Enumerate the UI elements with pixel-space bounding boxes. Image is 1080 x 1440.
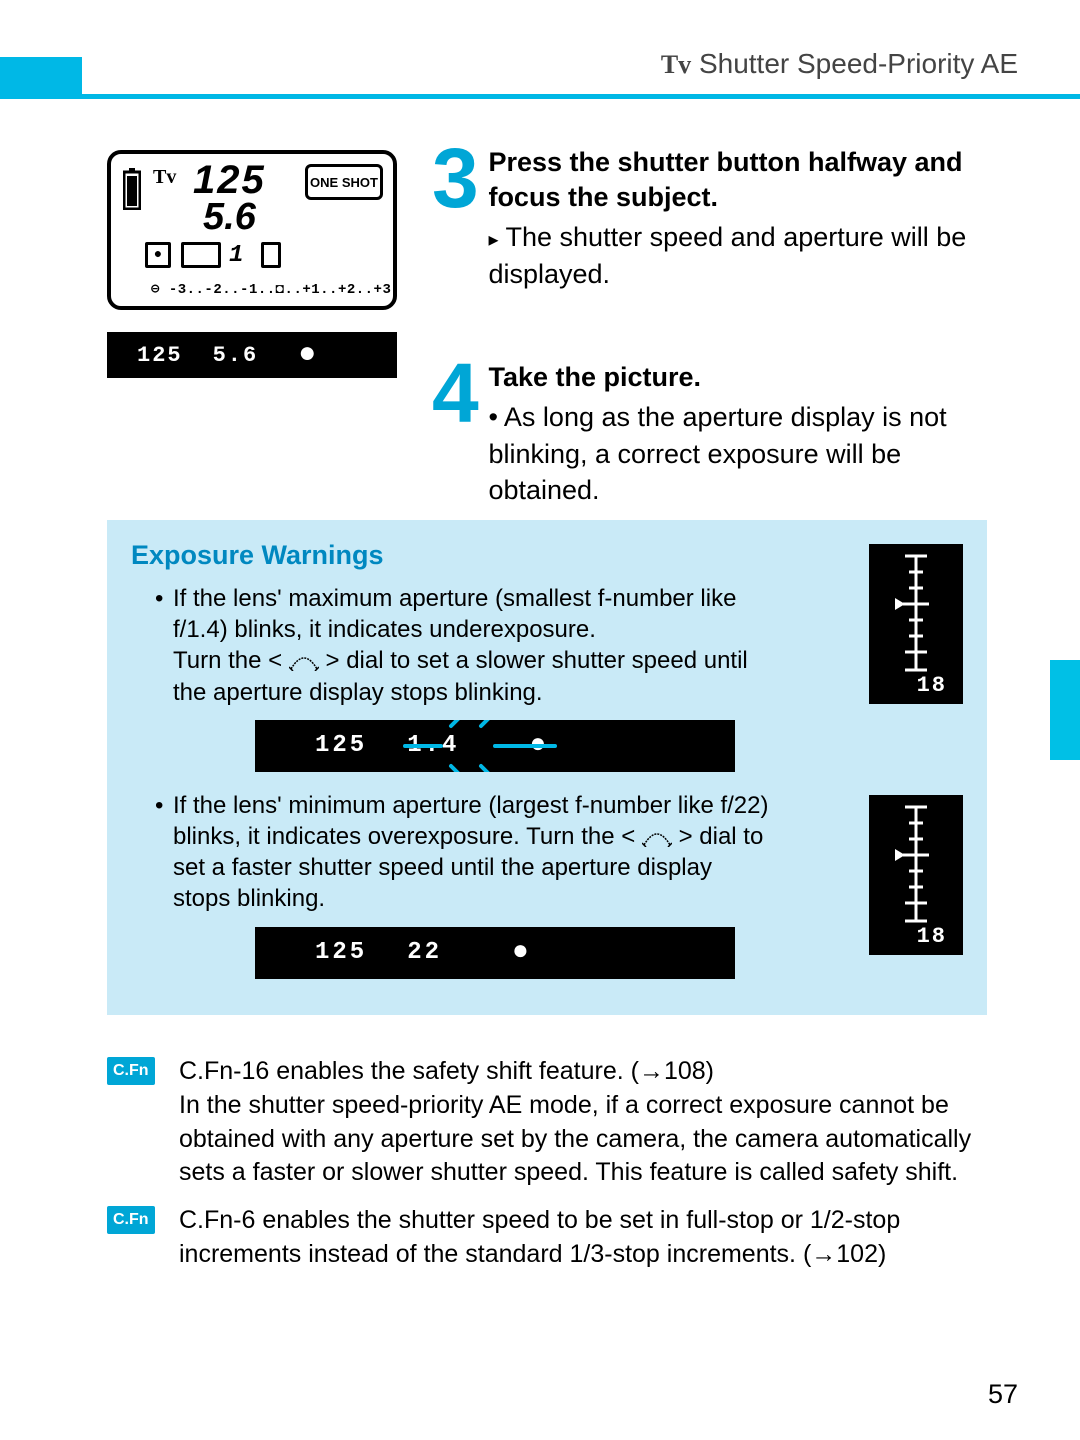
vf-focus-confirm-icon: ● (298, 338, 318, 372)
cfn-badge: C.Fn (107, 1057, 155, 1085)
cfn-16-text: C.Fn-16 enables the safety shift feature… (179, 1057, 971, 1186)
page-title: Tv Shutter Speed-Priority AE (661, 48, 1018, 80)
lcd-aperture: 5.6 (203, 196, 256, 239)
warning-overexposure: If the lens' minimum aperture (largest f… (155, 790, 775, 915)
lcd-exposure-scale: ⊖ -3..-2..-1..◘..+1..+2..+3 (151, 281, 383, 298)
viewfinder-readout: 125 5.6 ● (107, 332, 397, 378)
step-3-heading: Press the shutter button halfway and foc… (488, 145, 1016, 215)
cfn-6-text: C.Fn-6 enables the shutter speed to be s… (179, 1206, 900, 1268)
chapter-side-tab (1050, 660, 1080, 760)
lcd-metering-icon (145, 242, 171, 268)
cfn-6-note: C.Fn C.Fn-6 enables the shutter speed to… (107, 1204, 1018, 1272)
lcd-iso-digit: 1 (229, 242, 243, 269)
frames-remaining-under: 18 (917, 673, 947, 698)
page-title-text: Shutter Speed-Priority AE (699, 48, 1018, 79)
page-number: 57 (988, 1379, 1018, 1410)
header-accent-bar (0, 57, 82, 99)
viewfinder-overexposure: 125 22 ● (255, 927, 735, 979)
manual-page: Tv Shutter Speed-Priority AE Tv 125 5.6 … (0, 0, 1080, 1440)
step-4: 4 Take the picture. • As long as the ape… (432, 360, 1018, 508)
exposure-warnings-title: Exposure Warnings (131, 540, 963, 571)
step-3-number: 3 (432, 145, 484, 212)
viewfinder-underexposure: 125 1.4 ● (255, 720, 735, 772)
vf-aperture: 5.6 (213, 343, 259, 368)
warning-underexposure: If the lens' maximum aperture (smallest … (155, 583, 775, 708)
step-4-number: 4 (432, 360, 484, 427)
vf-over-focus-dot-icon: ● (512, 937, 532, 968)
camera-top-lcd-illustration: Tv 125 5.6 ONE SHOT 1 ⊖ -3..-2..-1..◘..+… (107, 150, 397, 310)
lcd-af-mode-label: ONE SHOT (310, 175, 378, 190)
exposure-level-meter-over: 18 (869, 795, 963, 955)
battery-icon (123, 168, 141, 210)
header-underline (82, 94, 1080, 99)
vf-shutter: 125 (137, 343, 183, 368)
vf-over-aperture: 22 (407, 939, 442, 966)
step-3-body: ▸ The shutter speed and aperture will be… (488, 219, 1016, 292)
cfn-badge: C.Fn (107, 1206, 155, 1234)
main-dial-icon (642, 829, 672, 847)
lcd-single-drive-icon (261, 242, 281, 268)
frames-remaining-over: 18 (917, 924, 947, 949)
vf-over-shutter: 125 (315, 939, 367, 966)
main-dial-icon (289, 653, 319, 671)
step-4-heading: Take the picture. (488, 360, 1016, 395)
lcd-af-mode-box: ONE SHOT (305, 164, 383, 200)
custom-function-notes: C.Fn C.Fn-16 enables the safety shift fe… (107, 1055, 1018, 1286)
step-4-body: • As long as the aperture display is not… (488, 399, 1016, 508)
lcd-mode-label: Tv (153, 166, 176, 189)
blink-rays-icon (255, 720, 735, 772)
step-3: 3 Press the shutter button halfway and f… (432, 145, 1018, 292)
exposure-level-meter-under: 18 (869, 544, 963, 704)
lcd-drive-box (181, 242, 221, 268)
tv-mode-label: Tv (661, 50, 691, 79)
cfn-16-note: C.Fn C.Fn-16 enables the safety shift fe… (107, 1055, 1018, 1190)
exposure-warnings-panel: Exposure Warnings If the lens' maximum a… (107, 520, 987, 1015)
